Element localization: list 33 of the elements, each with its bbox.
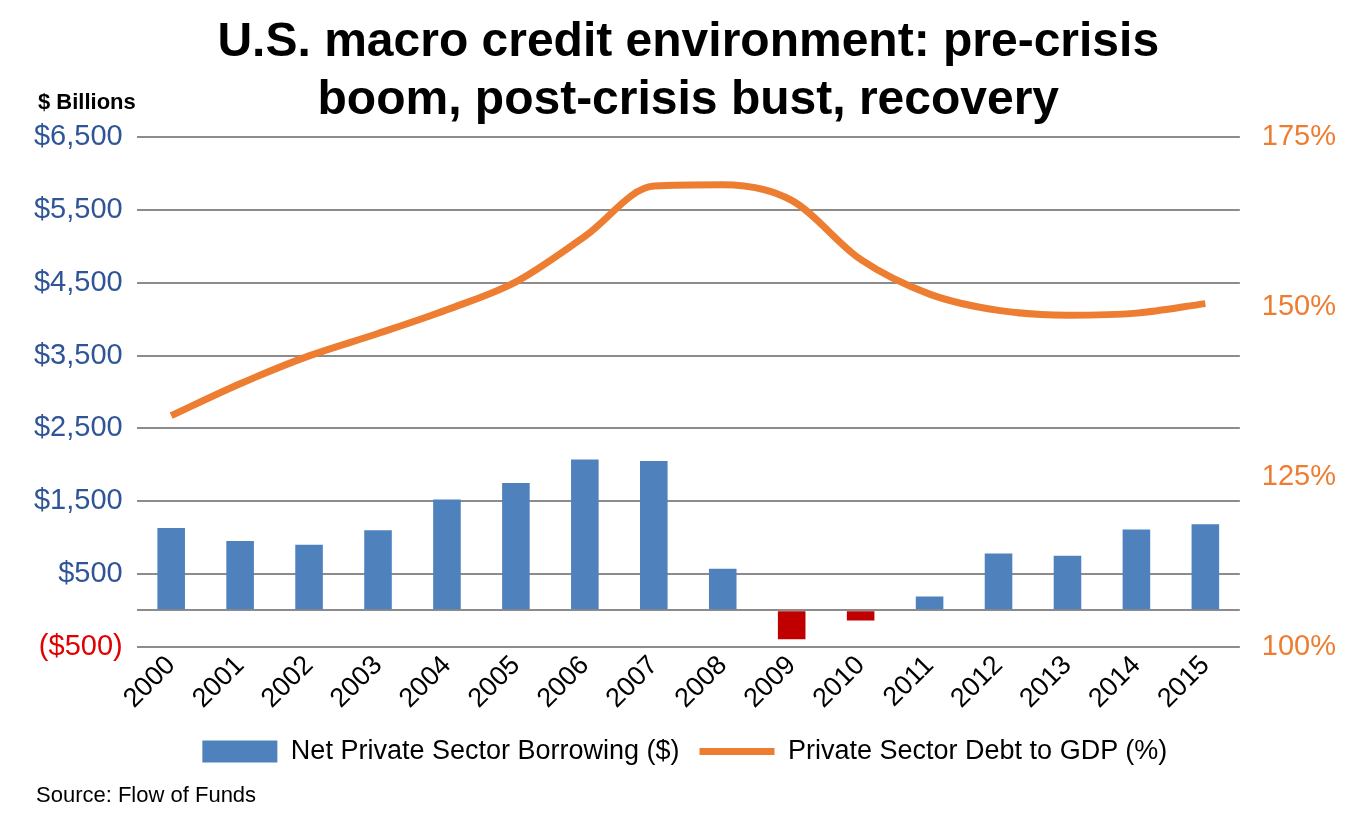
bar	[1053, 555, 1082, 610]
y2-tick-label: 125%	[1261, 458, 1336, 491]
bar	[846, 611, 875, 621]
chart-title: U.S. macro credit environment: pre-crisis boom, post-crisis bust, recovery	[217, 13, 1160, 124]
bar	[433, 499, 461, 610]
y-tick-label: $4,500	[34, 264, 123, 297]
y-tick-label: $500	[58, 555, 123, 588]
y-tick-label: $5,500	[34, 191, 123, 224]
bar	[226, 541, 254, 610]
y2-tick-label: 150%	[1261, 289, 1336, 322]
y-tick-label: $6,500	[34, 119, 123, 152]
bar	[1122, 529, 1151, 610]
bar	[1191, 524, 1220, 610]
bar	[364, 530, 392, 610]
bar	[915, 596, 944, 610]
y-tick-label: ($500)	[38, 628, 123, 661]
bar	[295, 544, 323, 610]
y-axis-title: $ Billions	[38, 89, 136, 115]
legend-label: Net Private Sector Borrowing ($)	[290, 734, 680, 765]
bar	[708, 568, 737, 610]
bar	[157, 528, 185, 610]
source-note: Source: Flow of Funds	[36, 782, 257, 808]
bar	[502, 482, 530, 610]
y2-tick-label: 175%	[1261, 119, 1336, 152]
y-tick-label: $3,500	[34, 337, 123, 370]
y2-tick-label: 100%	[1261, 628, 1336, 661]
bar	[777, 611, 806, 640]
legend-label: Private Sector Debt to GDP (%)	[788, 734, 1168, 765]
bar	[640, 461, 668, 610]
y-tick-label: $1,500	[34, 483, 123, 516]
bar	[571, 459, 599, 610]
bar	[984, 553, 1013, 610]
y-tick-label: $2,500	[34, 410, 123, 443]
